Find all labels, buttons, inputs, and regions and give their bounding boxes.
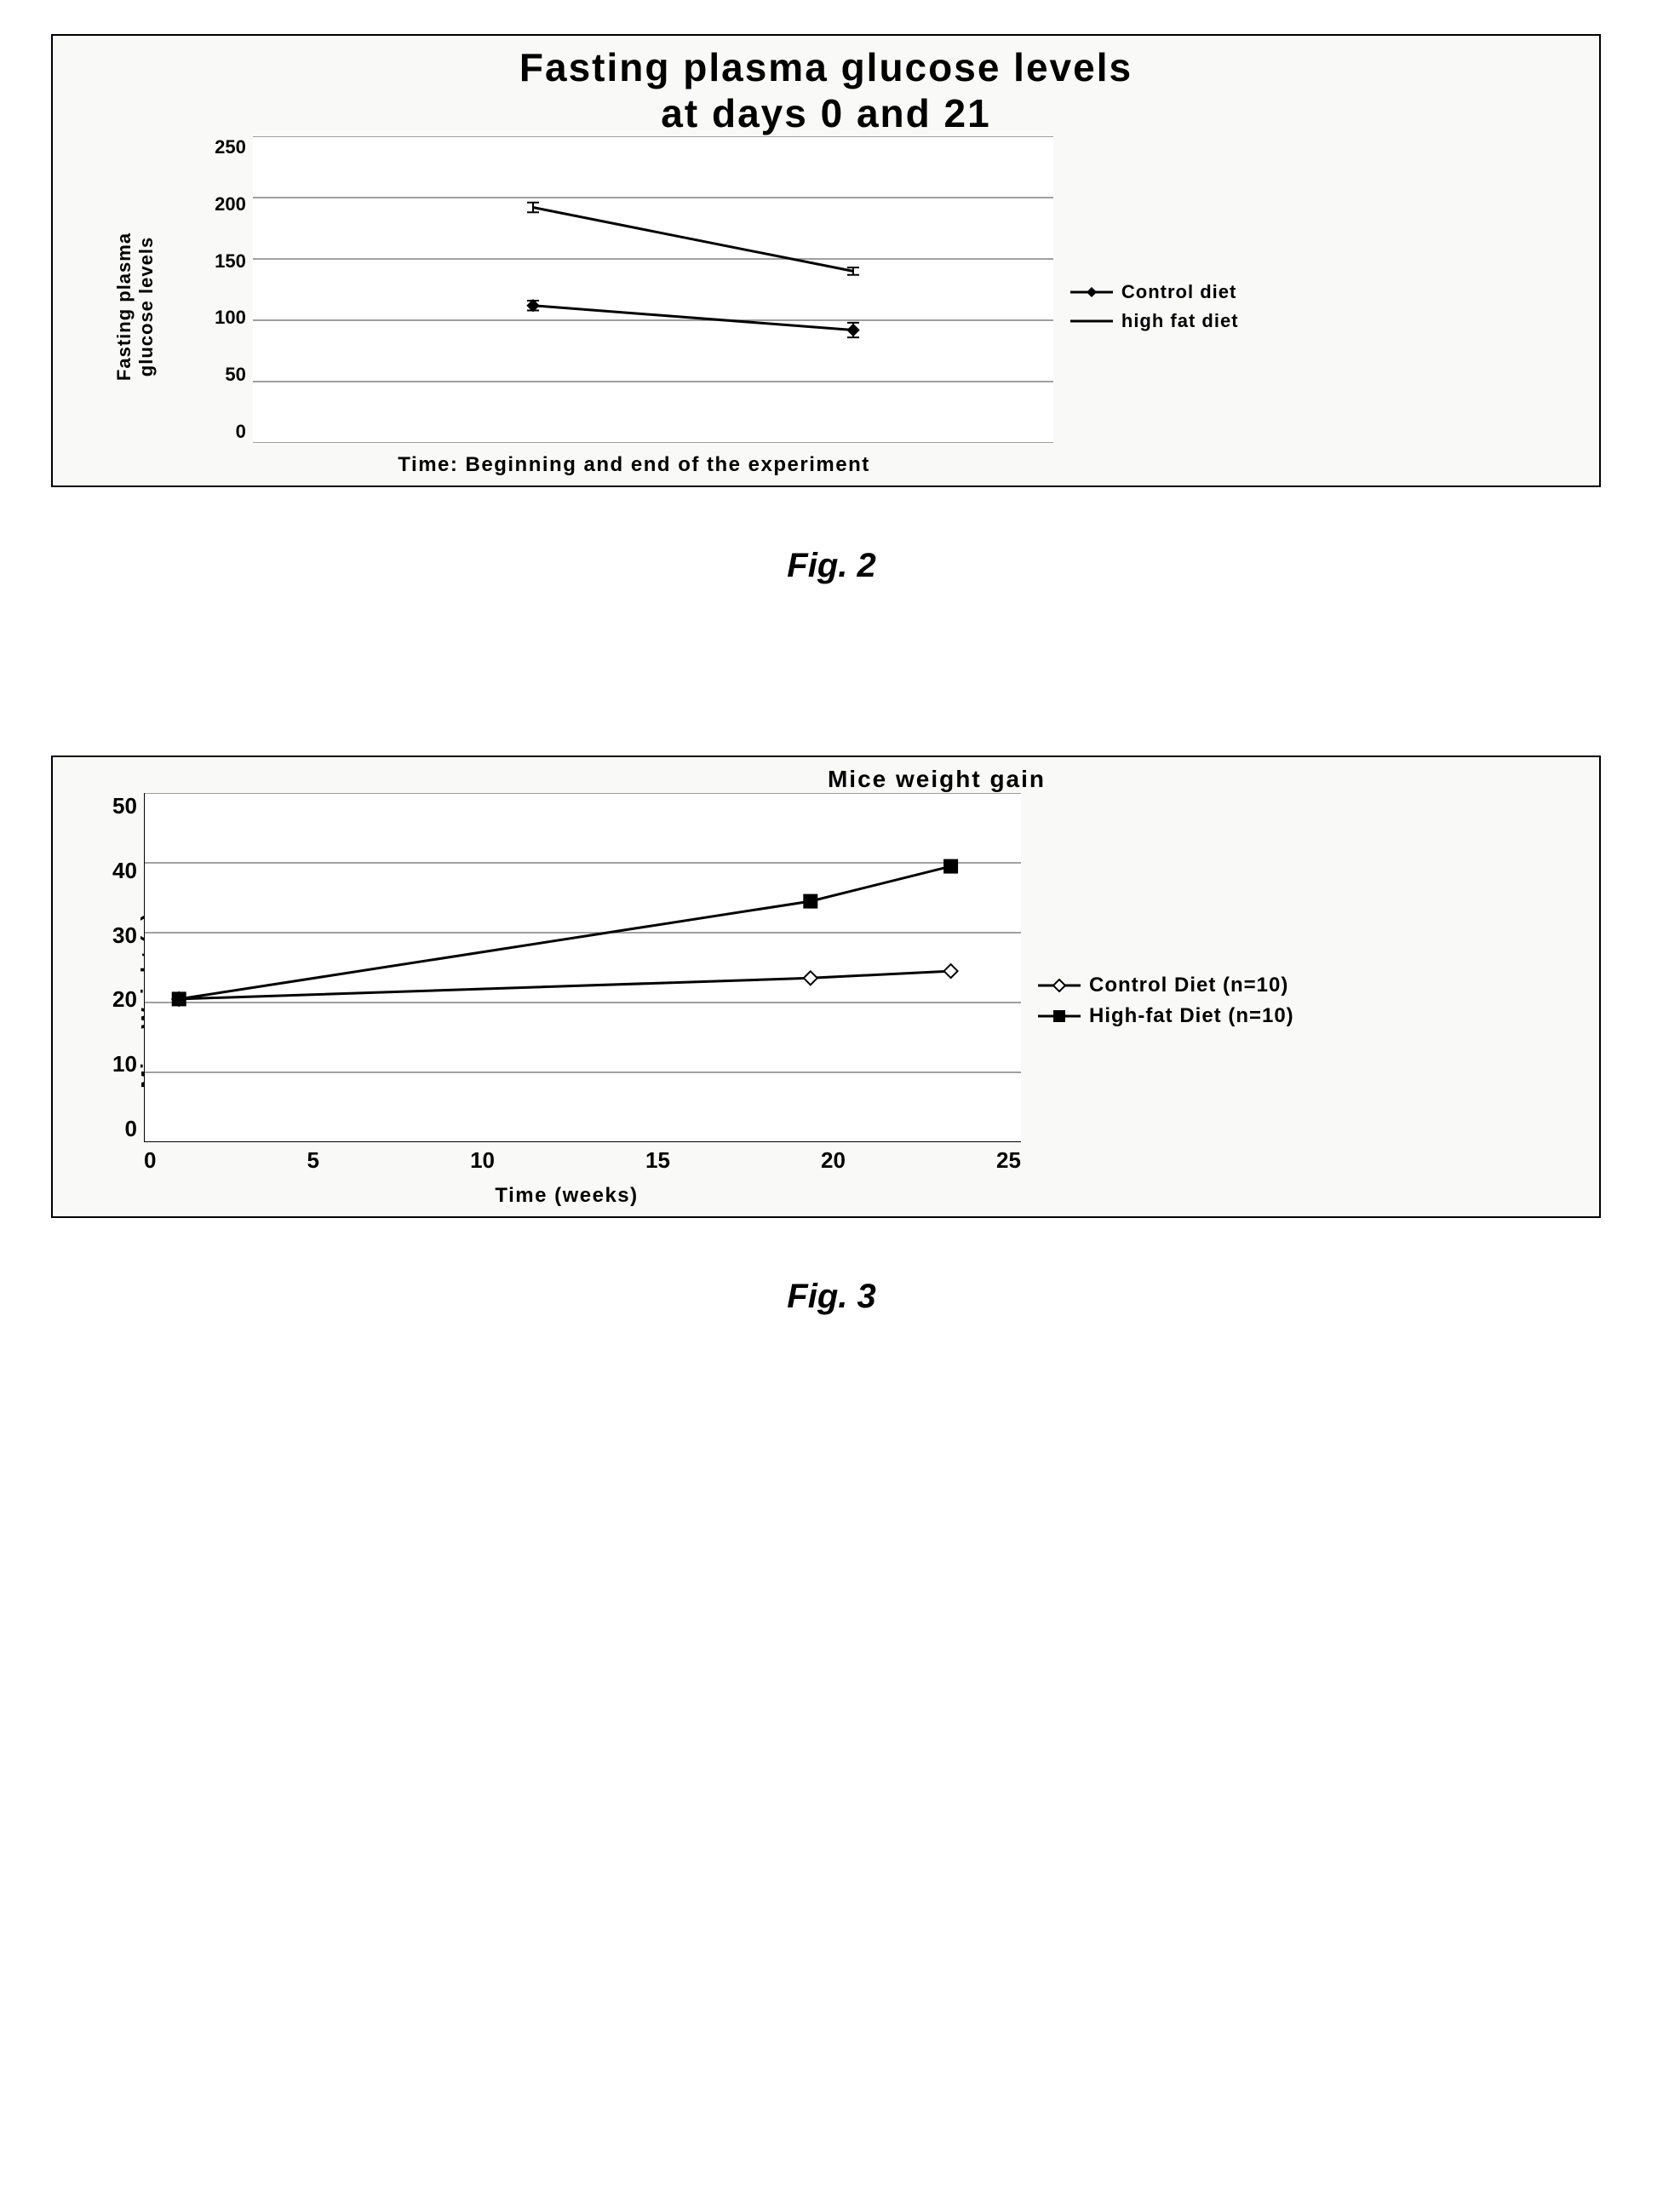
chart-fig3-xlabel: Time (weeks)	[112, 1174, 1021, 1208]
chart-fig2-ylabel-wrap: Fasting plasma glucose levels	[61, 136, 215, 477]
chart-fig2-title: Fasting plasma glucose levels at days 0 …	[61, 44, 1591, 136]
xtick-label: 15	[645, 1147, 670, 1174]
chart-fig2-xlabel: Time: Beginning and end of the experimen…	[215, 443, 1053, 477]
chart-fig2-plotrow: 250 200 150 100 50 0	[215, 136, 1053, 443]
ytick-label: 10	[112, 1051, 137, 1077]
legend-label: High-fat Diet (n=10)	[1089, 1004, 1294, 1028]
chart-fig3-title: Mice weight gain	[61, 766, 1591, 793]
chart-fig2-plotcol: 250 200 150 100 50 0 Time: Beginning and end …	[215, 136, 1053, 477]
ytick-label: 0	[215, 421, 246, 443]
ytick-label: 0	[112, 1116, 137, 1142]
legend-label: Control Diet (n=10)	[1089, 974, 1288, 997]
legend-item: High-fat Diet (n=10)	[1038, 1004, 1294, 1028]
chart-fig2-yticks: 250 200 150 100 50 0	[215, 136, 253, 443]
ytick-label: 150	[215, 250, 246, 273]
chart-fig2-ylabel-l2: glucose levels	[135, 233, 158, 381]
ytick-label: 100	[215, 307, 246, 329]
ytick-label: 30	[112, 922, 137, 949]
xtick-label: 20	[821, 1147, 846, 1174]
caption-fig2: Fig. 2	[51, 547, 1612, 585]
chart-fig2-title-line2: at days 0 and 21	[61, 90, 1591, 136]
chart-fig2-ylabel-l1: Fasting plasma	[113, 233, 135, 381]
chart-fig3-plotcol: 50 40 30 20 10 0 0 5 10 15 20 25 Time (weeks)	[112, 793, 1021, 1208]
chart-fig3-legend: Control Diet (n=10) High-fat Diet (n=10)	[1021, 793, 1294, 1208]
chart-fig3: Mice weight gain Mice Weight (g) 5040302…	[51, 756, 1601, 1218]
ytick-label: 200	[215, 193, 246, 215]
chart-fig3-ylabel-wrap: Mice Weight (g)	[61, 793, 112, 1208]
chart-fig3-plotrow: 50 40 30 20 10 0	[112, 793, 1021, 1142]
chart-fig2: Fasting plasma glucose levels at days 0 …	[51, 34, 1601, 487]
ytick-label: 250	[215, 136, 246, 158]
legend-item: Control Diet (n=10)	[1038, 974, 1294, 997]
chart-fig3-body: Mice Weight (g) 50 40 30 20 10 0 0 5 10 15 20 25 T…	[61, 793, 1591, 1208]
ytick-label: 50	[215, 364, 246, 386]
chart-fig2-title-line1: Fasting plasma glucose levels	[61, 44, 1591, 90]
chart-fig2-plot	[253, 136, 1053, 443]
xtick-label: 5	[307, 1147, 319, 1174]
legend-label: high fat diet	[1121, 310, 1239, 332]
legend-item: Control diet	[1070, 281, 1239, 303]
legend-item: high fat diet	[1070, 310, 1239, 332]
legend-label: Control diet	[1121, 281, 1236, 303]
xtick-label: 10	[470, 1147, 495, 1174]
chart-fig2-legend: Control diet high fat diet	[1053, 136, 1239, 477]
xtick-label: 25	[996, 1147, 1021, 1174]
xtick-label: 0	[144, 1147, 156, 1174]
ytick-label: 40	[112, 858, 137, 884]
chart-fig2-ylabel: Fasting plasma glucose levels	[113, 233, 158, 381]
chart-fig3-xticks: 0 5 10 15 20 25	[144, 1142, 1021, 1174]
chart-fig2-body: Fasting plasma glucose levels 250 200 150 1…	[61, 136, 1591, 477]
ytick-label: 50	[112, 793, 137, 819]
ytick-label: 20	[112, 986, 137, 1013]
caption-fig3: Fig. 3	[51, 1278, 1612, 1316]
chart-fig3-plot	[144, 793, 1021, 1142]
